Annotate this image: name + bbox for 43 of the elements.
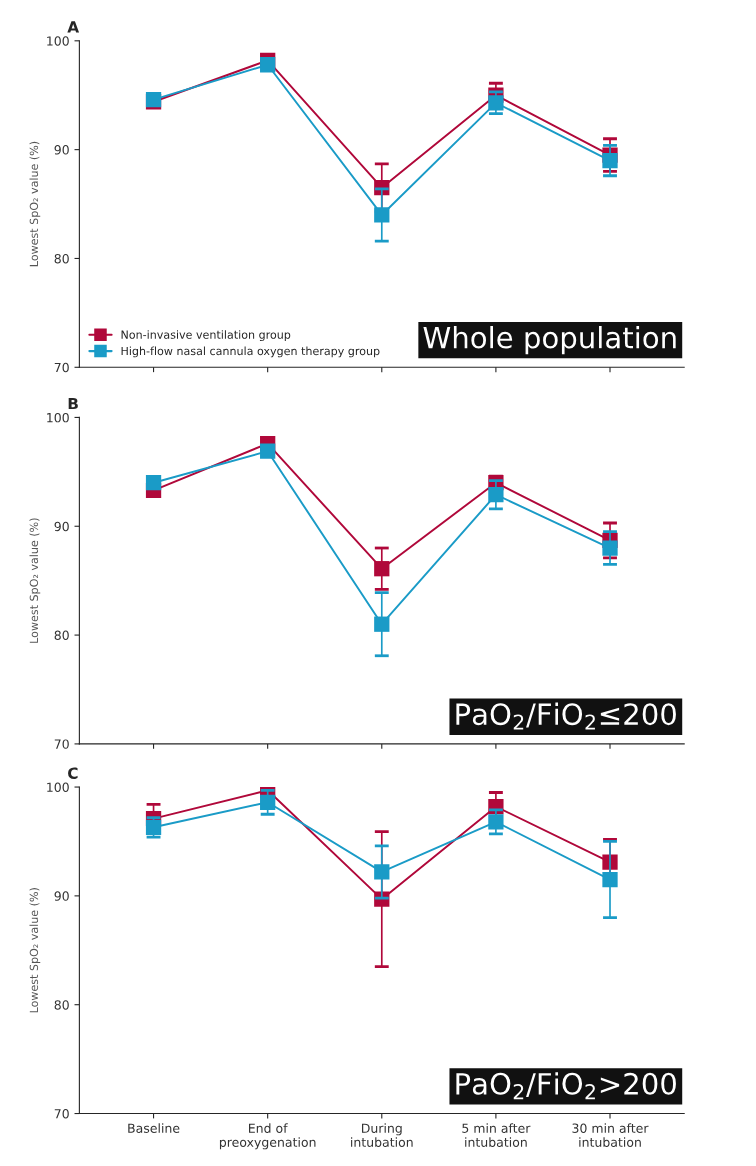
y-tick-label: 80 (54, 630, 69, 641)
chart-title: B (68, 397, 78, 410)
y-axis-title: Lowest SpO₂ value (%) (29, 888, 41, 1013)
y-tick-label: 70 (54, 1109, 69, 1119)
y-tick-label: 70 (54, 739, 69, 749)
point (602, 871, 618, 888)
y-tick-label: 80 (54, 1000, 69, 1010)
point (488, 95, 504, 111)
annotation: PaO$_{2}$/FiO$_{2}$≤200 (456, 702, 676, 730)
y-tick-label: 100 (47, 782, 69, 792)
y-tick-label: 80 (54, 253, 69, 264)
point (145, 475, 162, 491)
point (260, 443, 276, 459)
point (145, 819, 162, 835)
point (374, 616, 390, 632)
x-tick-label: 5 min after intubation (462, 1123, 531, 1147)
y-tick-label: 90 (54, 891, 69, 901)
point (602, 540, 618, 556)
legend-label: Non-invasive ventilation group (121, 330, 291, 341)
x-tick-label: During intubation (351, 1123, 413, 1147)
point (374, 864, 390, 880)
point (488, 814, 504, 830)
x-tick-label: 30 min after intubation (572, 1123, 649, 1147)
chart-title: A (67, 21, 80, 33)
y-tick-label: 100 (47, 412, 69, 423)
point (260, 57, 276, 73)
y-tick-label: 100 (47, 36, 69, 46)
annotation: Whole population (423, 326, 676, 355)
x-tick-label: Baseline (128, 1123, 180, 1133)
y-axis-title: Lowest SpO₂ value (%) (29, 518, 41, 643)
legend-label: High-flow nasal cannula oxygen therapy group (121, 346, 380, 358)
annotation: PaO$_{2}$/FiO$_{2}$>200 (456, 1072, 676, 1100)
y-tick-label: 70 (54, 362, 69, 373)
point (488, 487, 504, 503)
point (374, 207, 390, 223)
y-axis-title: Lowest SpO₂ value (%) (29, 141, 41, 267)
chart-title: C (68, 767, 78, 779)
y-tick-label: 90 (54, 145, 69, 155)
point (602, 152, 618, 169)
point (260, 794, 276, 810)
y-tick-label: 90 (54, 521, 69, 532)
x-tick-label: End of preoxygenation (219, 1123, 316, 1150)
point (374, 561, 390, 577)
